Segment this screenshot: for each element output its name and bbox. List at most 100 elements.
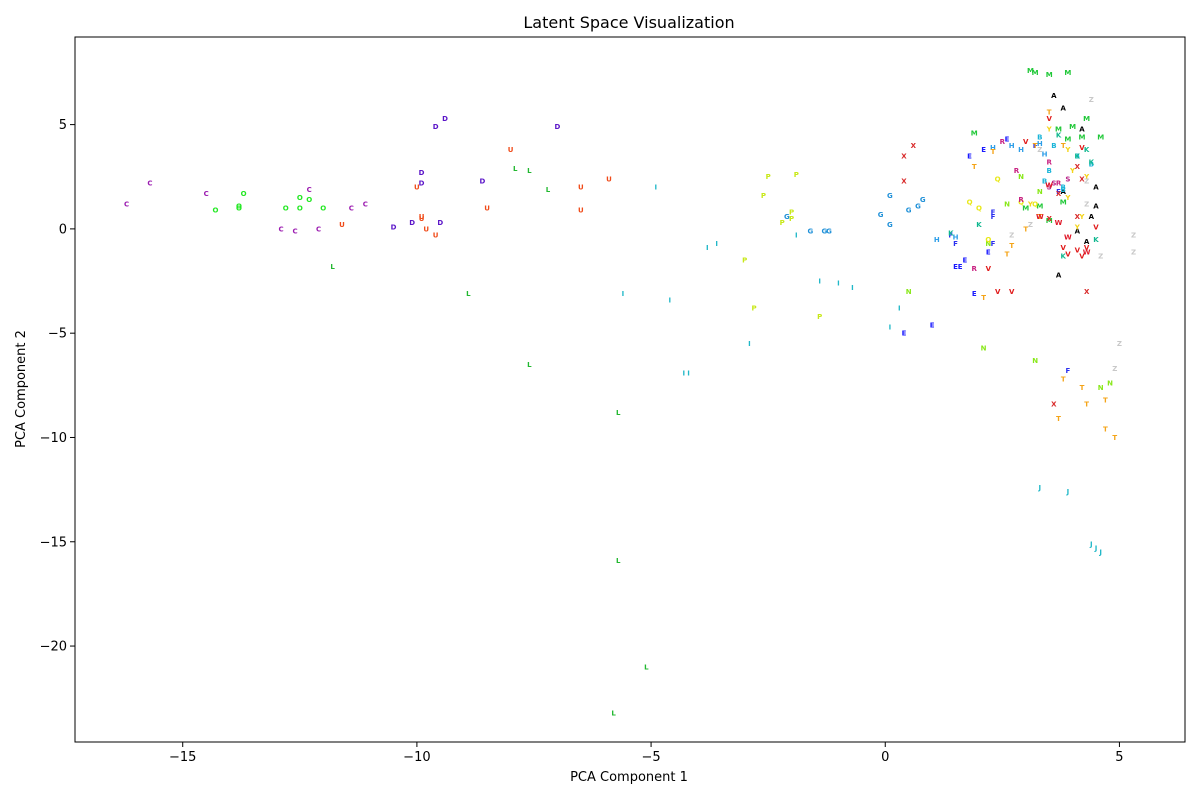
data-point: B: [1075, 152, 1080, 160]
data-point: F: [1033, 142, 1038, 150]
data-point: Z: [1131, 248, 1136, 256]
data-point: A: [1093, 184, 1099, 192]
data-point: J: [1089, 540, 1093, 548]
data-point: G: [920, 196, 926, 204]
data-point: N: [1032, 357, 1038, 365]
data-point: T: [1061, 142, 1066, 150]
data-point: P: [761, 192, 766, 200]
data-point: E: [930, 321, 935, 329]
data-point: I: [748, 340, 751, 348]
data-point: X: [1056, 190, 1062, 198]
data-point: O: [283, 205, 289, 213]
data-point: F: [1056, 188, 1061, 196]
data-point: T: [1084, 401, 1089, 409]
y-tick-label: 0: [59, 222, 67, 237]
data-point: C: [147, 180, 152, 188]
data-point: A: [1061, 188, 1067, 196]
data-point: H: [1018, 146, 1024, 154]
data-point: R: [1014, 167, 1020, 175]
data-point: T: [1037, 213, 1042, 221]
data-point: H: [953, 234, 959, 242]
data-point: V: [986, 265, 992, 273]
data-point: X: [1084, 288, 1090, 296]
data-point: H: [1042, 150, 1048, 158]
data-point: D: [391, 223, 397, 231]
data-point: B: [1061, 186, 1066, 194]
data-point: P: [752, 305, 757, 313]
data-point: K: [976, 221, 982, 229]
data-point: P: [742, 257, 747, 265]
data-point: L: [546, 186, 551, 194]
data-point: H: [1037, 140, 1043, 148]
data-point: Q: [976, 205, 982, 213]
data-point: V: [1093, 223, 1099, 231]
data-point: I: [687, 369, 690, 377]
data-point: U: [508, 146, 514, 154]
data-point: G: [826, 227, 832, 235]
data-point: O: [236, 202, 242, 210]
data-point: Z: [1028, 221, 1033, 229]
data-point: U: [419, 215, 425, 223]
data-point: I: [837, 280, 840, 288]
data-point: R: [1018, 196, 1024, 204]
data-point: E: [953, 263, 958, 271]
data-point: N: [1018, 173, 1024, 181]
data-point: O: [236, 205, 242, 213]
data-point: T: [1103, 396, 1108, 404]
data-point: R: [1000, 138, 1006, 146]
data-point: E: [902, 330, 907, 338]
data-point: O: [241, 190, 247, 198]
data-point: I: [818, 278, 821, 286]
data-point: A: [1075, 227, 1081, 235]
data-point: E: [986, 248, 991, 256]
data-point: Y: [1069, 167, 1076, 175]
data-point: S: [1065, 175, 1070, 183]
data-point: L: [527, 167, 532, 175]
data-point: V: [1023, 138, 1029, 146]
data-point: V: [1061, 244, 1067, 252]
data-point: M: [971, 129, 978, 137]
plot-area-frame: [74, 36, 1186, 743]
data-point: J: [1098, 549, 1102, 557]
data-point: G: [807, 227, 813, 235]
data-point: V: [1084, 244, 1090, 252]
data-point: V: [995, 288, 1001, 296]
data-point: A: [1089, 213, 1095, 221]
data-point: T: [991, 148, 996, 156]
data-point: M: [1064, 136, 1071, 144]
data-point: E: [981, 146, 986, 154]
data-point: C: [307, 186, 312, 194]
data-point: F: [991, 213, 996, 221]
data-point: M: [1046, 217, 1053, 225]
chart-title: Latent Space Visualization: [523, 13, 734, 32]
x-tick-label: −10: [403, 750, 430, 765]
data-point: Y: [1027, 200, 1034, 208]
data-point: I: [683, 369, 686, 377]
x-tick-label: −15: [169, 750, 196, 765]
data-point: C: [349, 205, 354, 213]
data-point: A: [1079, 125, 1085, 133]
data-point: D: [419, 169, 425, 177]
data-point: Y: [1046, 125, 1053, 133]
data-point: H: [990, 144, 996, 152]
data-point: B: [1061, 184, 1066, 192]
data-point: Y: [1074, 223, 1081, 231]
data-point: T: [981, 294, 986, 302]
data-point: M: [1097, 134, 1104, 142]
x-tick-label: 5: [1115, 750, 1123, 765]
data-point: I: [622, 290, 625, 298]
data-point: O: [320, 205, 326, 213]
data-point: X: [1075, 213, 1081, 221]
